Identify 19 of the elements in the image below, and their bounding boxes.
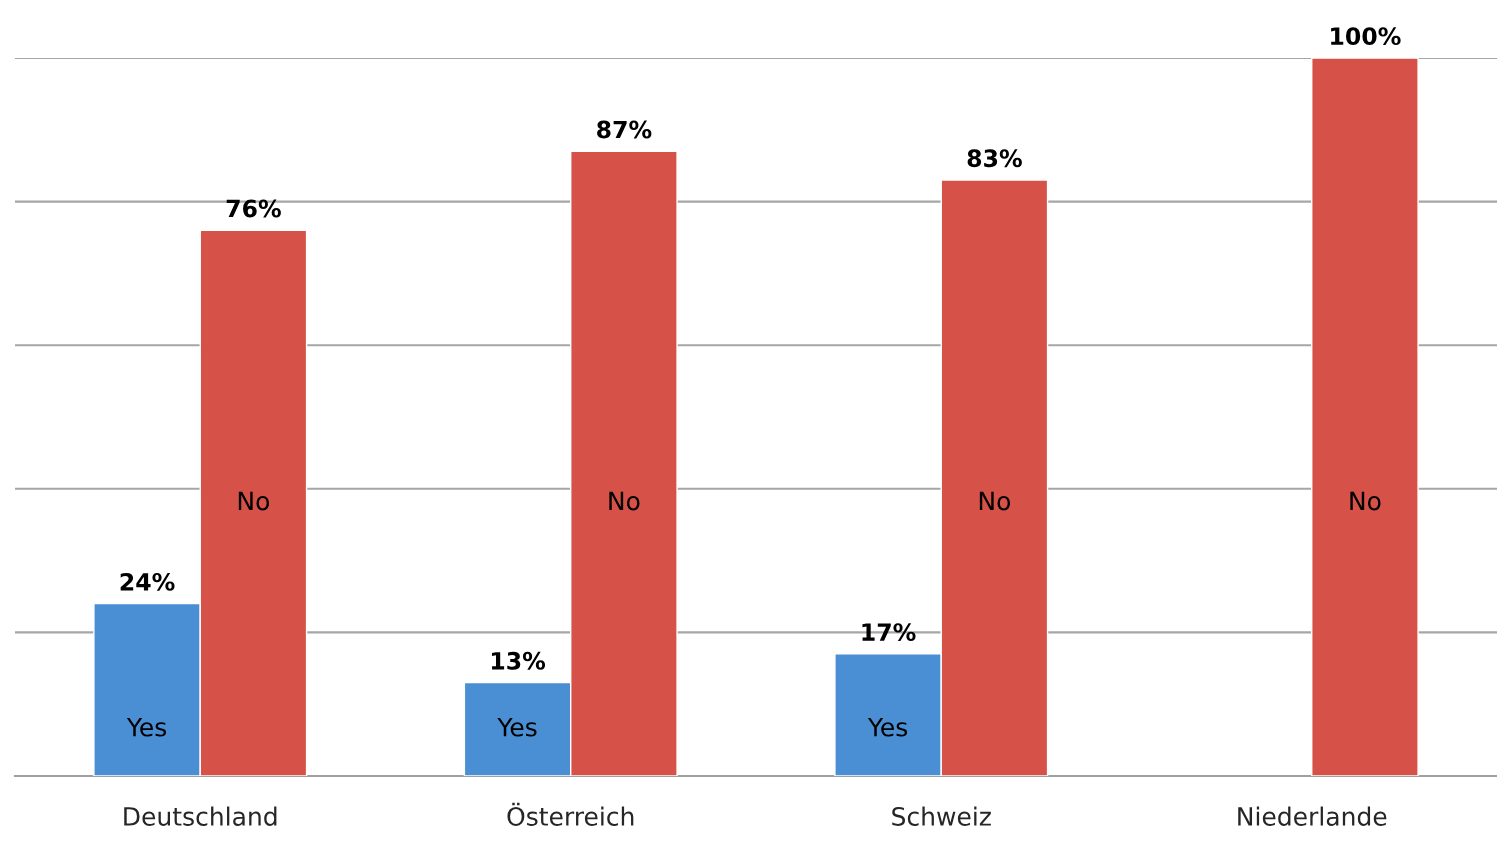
data-label: 100% [1331, 27, 1401, 46]
x-tick-label: Niederlande [1238, 806, 1387, 826]
data-label: 76% [226, 199, 281, 218]
data-label: 83% [967, 149, 1022, 168]
text: No [609, 491, 640, 511]
bar [1311, 58, 1419, 776]
data-label: 17% [862, 623, 916, 642]
data-label: 24% [120, 572, 175, 591]
series-label: No [979, 491, 1011, 511]
text: No [1350, 491, 1381, 511]
text: Yes [867, 717, 908, 737]
x-tick-label: Österreich [507, 802, 634, 826]
x-tick-label: Schweiz [892, 806, 991, 826]
x-tick-label: Deutschland [124, 806, 277, 826]
data-label: 87% [597, 120, 652, 139]
data-label: 13% [491, 651, 546, 670]
text: No [238, 491, 270, 511]
series-label: Yes [126, 717, 167, 737]
text: Yes [497, 717, 537, 737]
